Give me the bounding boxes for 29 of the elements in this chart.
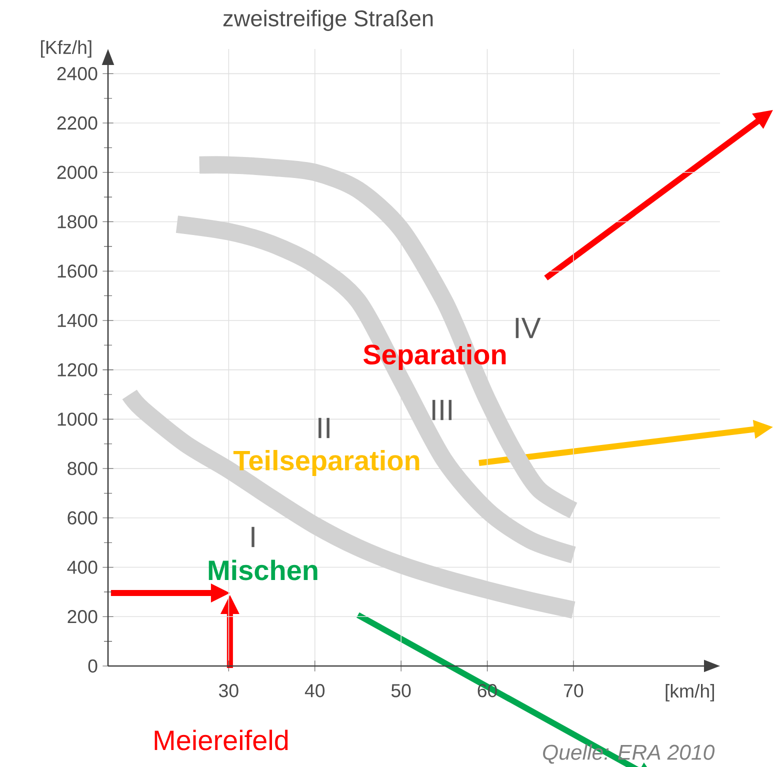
y-tick-label: 600 bbox=[68, 511, 98, 525]
annotation: Mischen bbox=[208, 560, 318, 580]
source-note: Quelle: ERA 2010 bbox=[543, 744, 715, 764]
annotation: Separation bbox=[363, 344, 506, 370]
text: Meiereifeld bbox=[154, 730, 288, 750]
y-tick-label: 2400 bbox=[57, 67, 98, 80]
chart-title: zweistreifige Straßen bbox=[223, 10, 433, 31]
annotation: II bbox=[318, 418, 330, 438]
x-tick-label: 40 bbox=[304, 684, 325, 698]
y-tick-label: 800 bbox=[68, 462, 98, 476]
y-tick-label: 1800 bbox=[58, 215, 98, 228]
y-tick-label: 2200 bbox=[57, 116, 98, 130]
x-tick-label: 70 bbox=[564, 684, 584, 698]
x-tick-label: 30 bbox=[219, 684, 238, 698]
y-tick-label: 1200 bbox=[58, 363, 98, 376]
y-axis-title: [Kfz/h] bbox=[41, 40, 92, 58]
annotation: III bbox=[432, 400, 452, 420]
x-tick-label: 50 bbox=[391, 684, 411, 698]
annotation: I bbox=[252, 526, 254, 548]
x-axis-title: [km/h] bbox=[666, 684, 714, 702]
y-tick-label: 2000 bbox=[57, 166, 98, 179]
y-tick-label: 1000 bbox=[58, 412, 98, 426]
y-tick-label: 200 bbox=[68, 610, 98, 624]
y-tick-label: 0 bbox=[88, 659, 98, 673]
y-tick-label: 400 bbox=[67, 560, 98, 574]
annotation: IV bbox=[516, 318, 541, 338]
annotation: Teilseparation bbox=[233, 450, 420, 476]
y-tick-label: 1600 bbox=[58, 264, 98, 278]
y-tick-label: 1400 bbox=[58, 314, 98, 328]
